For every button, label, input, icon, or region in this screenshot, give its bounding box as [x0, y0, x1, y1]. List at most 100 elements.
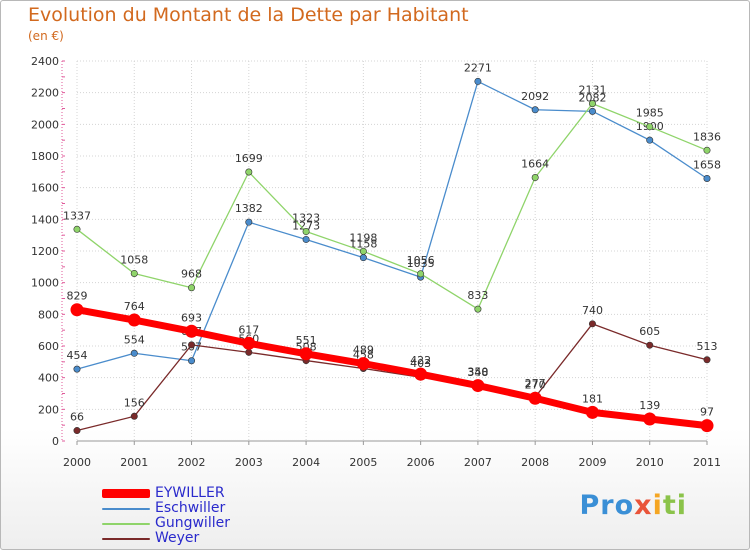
data-point	[646, 341, 654, 349]
y-tick-label: 400	[38, 372, 59, 385]
data-label: 1198	[349, 231, 377, 244]
data-label: 740	[582, 304, 603, 317]
x-tick-label: 2001	[120, 456, 148, 469]
x-tick-label: 2010	[636, 456, 664, 469]
data-label: 1058	[120, 253, 148, 266]
data-point	[703, 174, 711, 182]
data-label: 693	[181, 311, 202, 324]
y-tick-label: 2200	[31, 87, 59, 100]
data-label: 1056	[407, 254, 435, 267]
data-point	[130, 269, 138, 277]
data-point	[531, 174, 539, 182]
data-label: 764	[124, 300, 145, 313]
data-label: 833	[467, 289, 488, 302]
x-tick-label: 2008	[521, 456, 549, 469]
legend-swatch	[102, 489, 150, 498]
data-label: 1985	[636, 107, 664, 120]
x-tick-label: 2002	[178, 456, 206, 469]
data-point	[588, 100, 596, 108]
data-label: 1699	[235, 152, 263, 165]
y-tick-label: 1400	[31, 213, 59, 226]
data-label: 554	[124, 333, 145, 346]
data-point	[700, 419, 714, 433]
data-label: 66	[70, 411, 84, 424]
legend-label: Gungwiller	[155, 515, 230, 531]
y-tick-label: 800	[38, 308, 59, 321]
x-tick-label: 2011	[693, 456, 721, 469]
data-label: 156	[124, 396, 145, 409]
data-point	[417, 270, 425, 278]
x-tick-label: 2004	[292, 456, 320, 469]
data-point	[73, 365, 81, 373]
legend-swatch	[102, 508, 150, 510]
data-point	[646, 123, 654, 131]
data-point	[242, 336, 256, 350]
legend-label: Weyer	[155, 530, 200, 546]
y-tick-label: 1000	[31, 277, 59, 290]
data-label: 403	[410, 357, 431, 370]
data-point	[359, 254, 367, 262]
data-label: 422	[410, 354, 431, 367]
data-point	[302, 228, 310, 236]
data-point	[588, 320, 596, 328]
data-point	[188, 341, 196, 349]
legend-swatch	[102, 523, 150, 525]
x-tick-label: 2006	[407, 456, 435, 469]
series-line-eschwiller	[76, 80, 708, 370]
chart-title: Evolution du Montant de la Dette par Hab…	[28, 4, 469, 26]
chart-subtitle: (en €)	[28, 29, 64, 43]
data-point	[245, 348, 253, 356]
data-point	[130, 349, 138, 357]
y-tick-label: 2400	[31, 55, 59, 68]
y-tick-label: 0	[52, 435, 59, 448]
data-label: 489	[353, 344, 374, 357]
data-point	[185, 324, 199, 338]
data-label: 2131	[578, 84, 606, 97]
series-line-eywiller	[73, 306, 711, 430]
data-label: 181	[582, 392, 603, 405]
y-tick-label: 600	[38, 340, 59, 353]
data-label: 1664	[521, 158, 549, 171]
data-label: 454	[67, 349, 88, 362]
data-point	[585, 405, 599, 419]
y-tick-label: 1200	[31, 245, 59, 258]
data-point	[474, 77, 482, 85]
data-label: 513	[697, 340, 718, 353]
legend-label: EYWILLER	[155, 485, 225, 501]
data-label: 968	[181, 268, 202, 281]
series-line-gungwiller	[76, 102, 708, 310]
data-label: 2082	[578, 91, 606, 104]
data-point	[188, 284, 196, 292]
data-point	[127, 313, 141, 327]
legend-label: Eschwiller	[155, 500, 226, 516]
data-label: 605	[639, 325, 660, 338]
data-point	[588, 107, 596, 115]
data-label: 617	[238, 323, 259, 336]
data-point	[528, 391, 542, 405]
data-point	[703, 146, 711, 154]
data-label: 551	[296, 334, 317, 347]
data-label: 277	[525, 377, 546, 390]
data-label: 1337	[63, 209, 91, 222]
data-point	[73, 427, 81, 435]
data-point	[70, 303, 84, 317]
y-tick-label: 1800	[31, 150, 59, 163]
data-label: 139	[639, 399, 660, 412]
data-point	[73, 225, 81, 233]
data-point	[414, 367, 428, 381]
data-point	[299, 347, 313, 361]
data-label: 458	[353, 348, 374, 361]
x-tick-label: 2000	[63, 456, 91, 469]
data-label: 1382	[235, 202, 263, 215]
data-point	[531, 106, 539, 114]
data-point	[471, 379, 485, 393]
data-label: 97	[700, 406, 714, 419]
data-label: 348	[467, 366, 488, 379]
data-point	[356, 357, 370, 371]
data-point	[245, 168, 253, 176]
data-point	[646, 136, 654, 144]
x-tick-label: 2005	[349, 456, 377, 469]
data-label: 1158	[349, 238, 377, 251]
